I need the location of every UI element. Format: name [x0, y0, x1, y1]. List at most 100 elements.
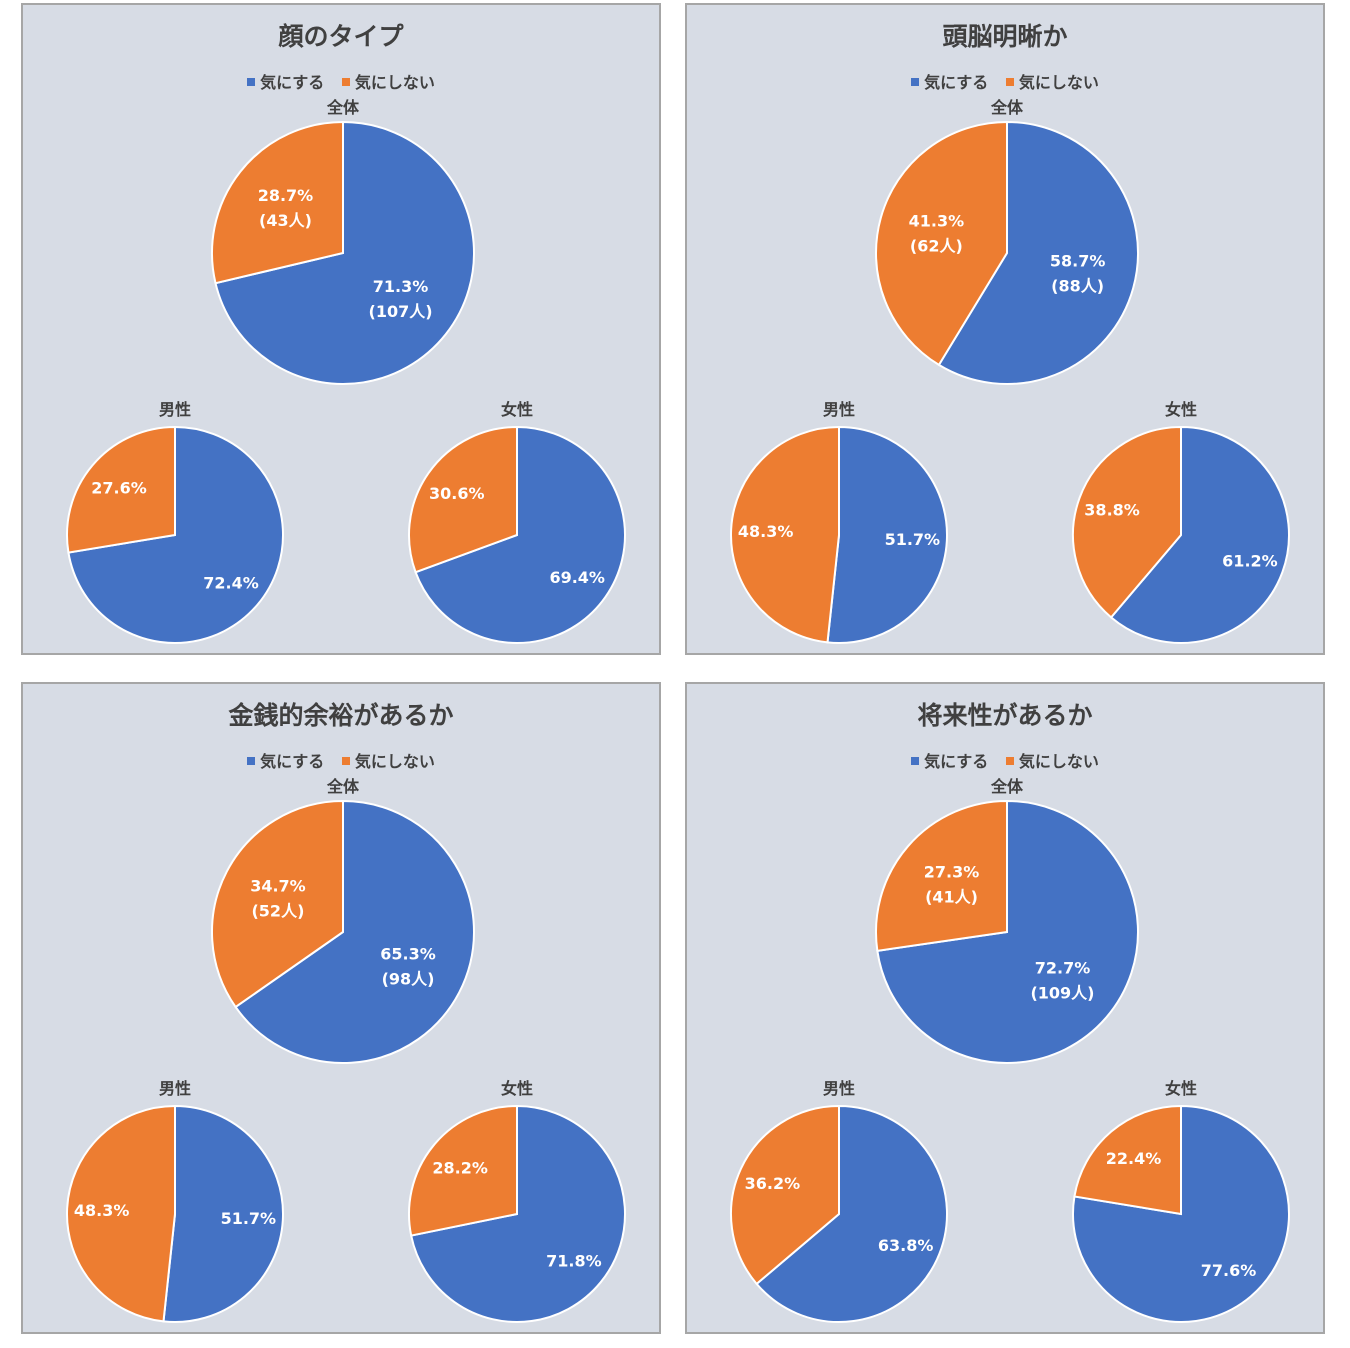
pie-overall: 全体 72.7% (109人) 27.3% (41人): [875, 777, 1139, 1064]
data-label-care: (107人): [369, 302, 433, 321]
legend-item-care: 気にする: [911, 69, 988, 93]
chart-title: 顔のタイプ: [278, 22, 404, 51]
data-label-not-care: 34.7%: [250, 877, 306, 896]
legend-item-not-care: 気にしない: [341, 69, 435, 93]
pie-overall: 全体 65.3% (98人) 34.7% (52人): [211, 777, 475, 1064]
pie-charts: 全体 72.7% (109人) 27.3% (41人) 男性 63.8% 36.2% 女性 77.…: [730, 777, 1290, 1323]
pie-slice-not-care: [1073, 1104, 1182, 1216]
chart-panel-financial-margin: 金銭的余裕があるか 気にする 気にしない 全体 65.3% (98人) 34.7% (5…: [21, 682, 661, 1334]
pie-title: 男性: [159, 1079, 191, 1098]
data-label-care: 61.2%: [1222, 551, 1278, 570]
legend-swatch-care: [911, 78, 920, 86]
data-label-not-care: 36.2%: [745, 1174, 801, 1193]
legend-item-care: 気にする: [911, 748, 988, 772]
pie-female: 女性 69.4% 30.6%: [408, 400, 626, 644]
legend-item-not-care: 気にしない: [341, 748, 435, 772]
data-label-care: 71.8%: [546, 1251, 602, 1270]
legend-label-care: 気にする: [260, 73, 325, 92]
chart-title: 頭脳明晰か: [942, 22, 1068, 51]
pie-charts: 全体 58.7% (88人) 41.3% (62人) 男性 51.7% 48.3% 女性 61.2…: [730, 98, 1290, 644]
pie-slice-care: [234, 799, 475, 1064]
pie-female: 女性 71.8% 28.2%: [408, 1079, 626, 1323]
pie-slice-not-care: [408, 425, 518, 574]
pie-title: 全体: [326, 777, 360, 796]
data-label-care: 69.4%: [549, 568, 605, 587]
pie-slice-not-care: [408, 1104, 518, 1237]
chart-panel-future-prospects: 将来性があるか 気にする 気にしない 全体 72.7% (109人) 27.3% (41…: [685, 682, 1325, 1334]
legend-item-care: 気にする: [247, 69, 324, 93]
pie-slice-not-care: [211, 799, 344, 1009]
pie-slice-care: [826, 425, 948, 644]
legend-swatch-care: [247, 757, 256, 765]
data-label-care: 63.8%: [878, 1236, 934, 1255]
data-label-not-care: (43人): [259, 211, 312, 230]
pie-female: 女性 61.2% 38.8%: [1072, 400, 1290, 644]
pie-male: 男性 72.4% 27.6%: [66, 400, 284, 644]
data-label-care: (109人): [1030, 983, 1094, 1002]
data-label-care: 51.7%: [885, 530, 941, 549]
data-label-not-care: 27.6%: [91, 478, 147, 497]
data-label-not-care: 28.2%: [432, 1159, 488, 1178]
legend-item-care: 気にする: [247, 748, 324, 772]
data-label-not-care: 22.4%: [1106, 1149, 1162, 1168]
legend-label-not-care: 気にしない: [354, 752, 435, 771]
pie-title: 男性: [159, 400, 191, 419]
pie-title: 女性: [501, 1079, 533, 1098]
data-label-care: 65.3%: [380, 944, 436, 963]
chart-panel-face-type: 顔のタイプ 気にする 気にしない 全体 71.3% (107人) 28.7% (43人)…: [21, 3, 661, 655]
pie-slice-care: [414, 425, 626, 644]
data-label-not-care: (52人): [251, 902, 304, 921]
pie-slice-not-care: [211, 120, 344, 285]
legend-item-not-care: 気にしない: [1005, 748, 1099, 772]
chart-legend: 気にする 気にしない: [23, 748, 659, 772]
pie-female: 女性 77.6% 22.4%: [1072, 1079, 1290, 1323]
pie-title: 女性: [1165, 1079, 1197, 1098]
legend-item-not-care: 気にしない: [1005, 69, 1099, 93]
pie-title: 全体: [990, 777, 1024, 796]
pie-slice-not-care: [730, 425, 840, 644]
data-label-care: 77.6%: [1201, 1261, 1257, 1280]
pie-slice-care: [214, 120, 475, 385]
pie-title: 全体: [326, 98, 360, 117]
legend-swatch-not-care: [341, 757, 350, 765]
pie-slice-care: [937, 120, 1139, 385]
pie-title: 女性: [501, 400, 533, 419]
pie-charts: 全体 65.3% (98人) 34.7% (52人) 男性 51.7% 48.3% 女性 71.8…: [66, 777, 626, 1323]
data-label-not-care: 27.3%: [924, 863, 980, 882]
data-label-care: 51.7%: [221, 1209, 277, 1228]
data-label-care: (98人): [382, 969, 435, 988]
pie-slice-care: [1072, 1104, 1290, 1323]
legend-label-care: 気にする: [924, 73, 989, 92]
data-label-not-care: 30.6%: [429, 484, 485, 503]
chart-legend: 気にする 気にしない: [687, 69, 1323, 93]
pie-overall: 全体 71.3% (107人) 28.7% (43人): [211, 98, 475, 385]
pie-slice-care: [409, 1104, 626, 1323]
data-label-care: 72.7%: [1035, 958, 1091, 977]
data-label-not-care: 28.7%: [258, 186, 314, 205]
pie-slice-care: [162, 1104, 284, 1323]
data-label-not-care: 38.8%: [1084, 501, 1140, 520]
pie-title: 全体: [990, 98, 1024, 117]
legend-swatch-care: [911, 757, 920, 765]
legend-label-not-care: 気にしない: [354, 73, 435, 92]
data-label-care: 58.7%: [1050, 251, 1106, 270]
legend-swatch-not-care: [341, 78, 350, 86]
chart-title: 将来性があるか: [917, 701, 1093, 730]
pie-male: 男性 63.8% 36.2%: [730, 1079, 948, 1323]
data-label-care: 71.3%: [373, 277, 429, 296]
pie-charts: 全体 71.3% (107人) 28.7% (43人) 男性 72.4% 27.6% 女性 69.…: [66, 98, 626, 644]
chart-legend: 気にする 気にしない: [687, 748, 1323, 772]
data-label-not-care: (62人): [910, 237, 963, 256]
pie-slice-not-care: [66, 425, 176, 554]
data-label-care: (88人): [1051, 276, 1104, 295]
pie-slice-not-care: [875, 120, 1008, 367]
pie-slice-not-care: [66, 1104, 176, 1323]
chart-legend: 気にする 気にしない: [23, 69, 659, 93]
data-label-not-care: (41人): [925, 888, 978, 907]
chart-title: 金銭的余裕があるか: [228, 701, 454, 730]
pie-title: 男性: [823, 1079, 855, 1098]
data-label-not-care: 48.3%: [74, 1201, 130, 1220]
legend-label-not-care: 気にしない: [1018, 752, 1099, 771]
pie-overall: 全体 58.7% (88人) 41.3% (62人): [875, 98, 1139, 385]
legend-label-care: 気にする: [260, 752, 325, 771]
